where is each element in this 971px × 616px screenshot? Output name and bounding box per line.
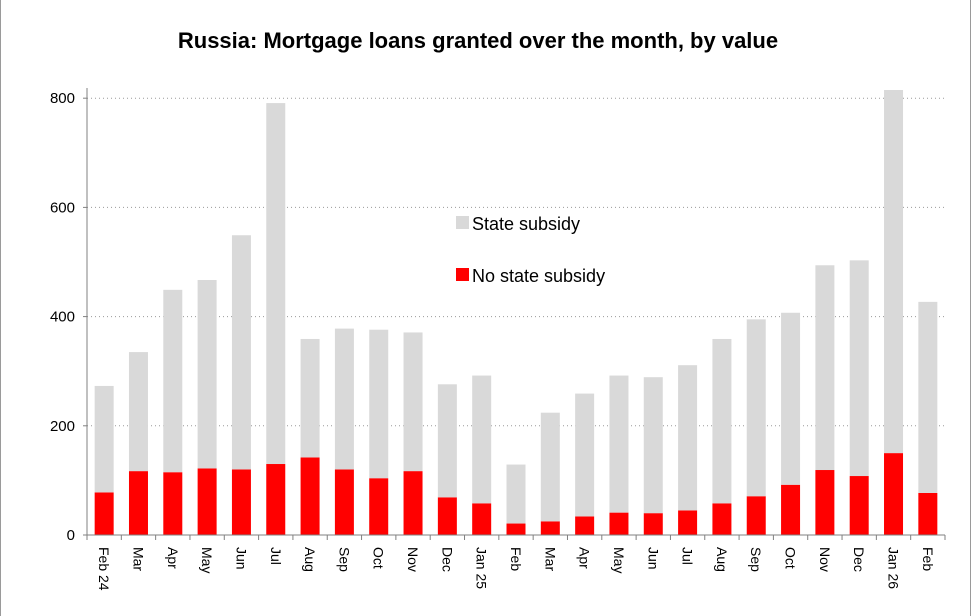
bar-state-subsidy	[437, 384, 457, 498]
bar-no-state-subsidy	[609, 512, 629, 535]
x-tick-label: Oct	[371, 547, 387, 569]
y-tick-label: 200	[50, 418, 75, 435]
x-tick-label: Jun	[645, 547, 661, 570]
bar-state-subsidy	[163, 289, 183, 473]
bar-no-state-subsidy	[437, 497, 457, 535]
bar-state-subsidy	[712, 338, 732, 504]
x-axis-ticks: Feb 24 Mar Apr May Jun Jul Aug Sep Oct Nov Dec Jan …	[96, 547, 936, 591]
bar-state-subsidy	[678, 365, 698, 511]
bar-no-state-subsidy	[197, 468, 217, 535]
bar-state-subsidy	[403, 332, 423, 472]
x-tick-label: Oct	[783, 547, 799, 569]
x-tick-label: Jun	[233, 547, 249, 570]
x-tick-label: Sep	[336, 547, 352, 572]
bar-no-state-subsidy	[849, 476, 869, 535]
x-tick-label: Nov	[817, 547, 833, 572]
bar-state-subsidy	[815, 265, 835, 471]
bar-no-state-subsidy	[712, 503, 732, 535]
bar-no-state-subsidy	[369, 478, 389, 535]
bar-no-state-subsidy	[746, 496, 766, 535]
bar-state-subsidy	[300, 338, 320, 458]
bar-state-subsidy	[369, 329, 389, 479]
x-tick-label: Apr	[165, 547, 181, 569]
y-tick-label: 0	[67, 527, 75, 544]
bar-state-subsidy	[231, 235, 251, 470]
x-tick-label: Dec	[439, 547, 455, 572]
x-tick-label: Jul	[268, 547, 284, 565]
bar-no-state-subsidy	[815, 470, 835, 535]
y-axis-ticks: 0 200 400 600 800	[50, 90, 75, 544]
x-tick-label: May	[611, 547, 627, 573]
bar-state-subsidy	[849, 260, 869, 477]
x-tick-label: Jul	[680, 547, 696, 565]
bar-no-state-subsidy	[884, 453, 904, 535]
gridlines	[87, 97, 945, 427]
bar-no-state-subsidy	[231, 469, 251, 535]
bar-no-state-subsidy	[781, 484, 801, 535]
x-tick-label: Sep	[748, 547, 764, 572]
bar-no-state-subsidy	[918, 492, 938, 535]
x-tick-label: May	[199, 547, 215, 573]
legend: State subsidy No state subsidy	[456, 214, 605, 286]
bar-state-subsidy	[266, 103, 286, 465]
bar-no-state-subsidy	[540, 521, 560, 535]
bar-no-state-subsidy	[403, 471, 423, 535]
legend-label: No state subsidy	[472, 266, 605, 286]
axes	[83, 88, 946, 540]
chart-title: Russia: Mortgage loans granted over the …	[178, 28, 778, 53]
bar-state-subsidy	[128, 352, 148, 472]
x-tick-label: Mar	[542, 547, 558, 571]
bar-no-state-subsidy	[575, 516, 595, 535]
bar-no-state-subsidy	[334, 469, 354, 535]
x-tick-label: Aug	[302, 547, 318, 572]
bar-state-subsidy	[197, 280, 217, 469]
bar-no-state-subsidy	[300, 457, 320, 535]
bar-state-subsidy	[746, 319, 766, 497]
bar-state-subsidy	[781, 312, 801, 485]
x-tick-label: Nov	[405, 547, 421, 572]
x-tick-label: Feb	[508, 547, 524, 571]
bar-state-subsidy	[884, 90, 904, 454]
bar-no-state-subsidy	[163, 472, 183, 535]
bar-state-subsidy	[918, 301, 938, 493]
x-tick-label: Jan 26	[886, 547, 902, 589]
legend-label: State subsidy	[472, 214, 580, 234]
y-tick-label: 600	[50, 199, 75, 216]
x-tick-label: Feb 24	[96, 547, 112, 591]
legend-swatch	[456, 216, 469, 229]
bar-no-state-subsidy	[643, 513, 663, 535]
bar-state-subsidy	[609, 375, 629, 513]
x-tick-label: Mar	[130, 547, 146, 571]
x-tick-label: Aug	[714, 547, 730, 572]
legend-swatch	[456, 268, 469, 281]
bar-no-state-subsidy	[128, 471, 148, 535]
x-tick-label: Apr	[577, 547, 593, 569]
bar-state-subsidy	[506, 464, 526, 524]
y-tick-label: 400	[50, 309, 75, 326]
bar-no-state-subsidy	[472, 503, 492, 535]
y-tick-label: 800	[50, 90, 75, 107]
bar-no-state-subsidy	[506, 523, 526, 535]
x-tick-label: Dec	[851, 547, 867, 572]
bar-no-state-subsidy	[94, 492, 114, 535]
x-tick-label: Feb	[920, 547, 936, 571]
bar-state-subsidy	[334, 328, 354, 470]
bar-state-subsidy	[472, 375, 492, 504]
bar-no-state-subsidy	[678, 510, 698, 535]
bar-state-subsidy	[94, 385, 114, 493]
bar-state-subsidy	[540, 412, 560, 522]
bar-no-state-subsidy	[266, 464, 286, 535]
x-tick-label: Jan 25	[474, 547, 490, 589]
bar-state-subsidy	[643, 377, 663, 514]
bar-state-subsidy	[575, 393, 595, 517]
bars	[94, 90, 938, 535]
